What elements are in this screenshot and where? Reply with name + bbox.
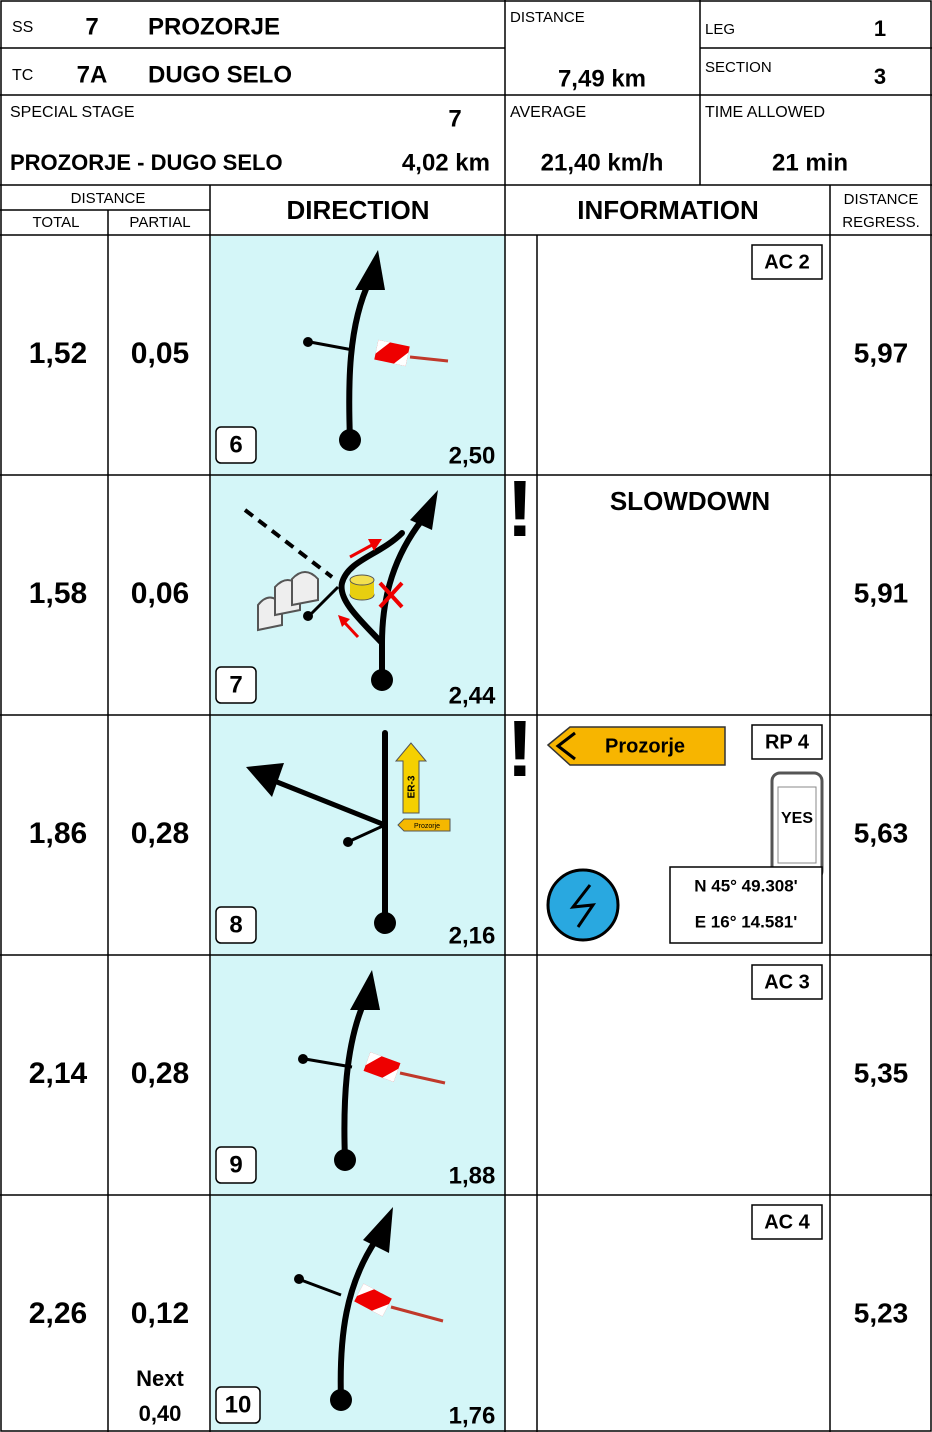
- tulip-diagram: [298, 970, 446, 1171]
- direction-column-header: DIRECTION: [287, 195, 430, 225]
- info-box-frame: [751, 964, 823, 1000]
- stage-name: PROZORJE - DUGO SELO: [10, 150, 283, 175]
- info-box: AC 3: [764, 971, 810, 993]
- partial-distance: 0,12: [131, 1297, 189, 1330]
- partial-column-header: PARTIAL: [129, 214, 190, 231]
- regress-distance: 5,35: [854, 1057, 909, 1088]
- partial-distance: 0,05: [131, 337, 189, 370]
- direction-distance: 2,50: [449, 442, 496, 469]
- tulip-diagram: [303, 250, 449, 451]
- regress-column-header: DISTANCE: [844, 191, 919, 208]
- regress-distance: 5,97: [854, 337, 909, 368]
- regress-column-header: REGRESS.: [842, 214, 920, 231]
- next-label: Next: [136, 1366, 184, 1391]
- section-label: SECTION: [705, 59, 772, 76]
- total-distance: 2,26: [29, 1297, 87, 1330]
- tulip-diagram: ER-3 Prozorje !: [246, 704, 824, 944]
- warning-icon: !: [507, 704, 534, 793]
- ss-label: SS: [12, 19, 33, 36]
- partial-distance: 0,28: [131, 817, 189, 850]
- leg: 1: [874, 16, 886, 41]
- tc-number: 7A: [77, 61, 108, 88]
- box-number-frame: [215, 426, 257, 464]
- direction-background: [211, 236, 505, 1432]
- ss-name: PROZORJE: [148, 13, 280, 40]
- box-number-frame: [215, 906, 257, 944]
- average-label: AVERAGE: [510, 104, 586, 121]
- box-number: 8: [229, 911, 242, 938]
- special-stage-number: 7: [448, 105, 461, 132]
- gps-coordinate: N 45° 49.308': [694, 876, 797, 895]
- direction-distance: 1,76: [449, 1402, 496, 1429]
- partial-distance: 0,06: [131, 577, 189, 610]
- total-distance: 1,52: [29, 337, 87, 370]
- box-number-frame: [215, 1146, 257, 1184]
- phone-status: YES: [781, 810, 813, 827]
- total-distance: 1,58: [29, 577, 87, 610]
- distance: 7,49 km: [558, 65, 646, 92]
- direction-distance: 2,16: [449, 922, 496, 949]
- total-distance: 2,14: [29, 1057, 88, 1090]
- total-distance: 1,86: [29, 817, 87, 850]
- info-text: SLOWDOWN: [610, 486, 770, 516]
- box-number: 9: [229, 1151, 242, 1178]
- ss-number: 7: [85, 13, 98, 40]
- box-number: 10: [225, 1391, 252, 1418]
- leg-label: LEG: [705, 21, 735, 38]
- special-stage-label: SPECIAL STAGE: [10, 104, 134, 121]
- regress-distance: 5,63: [854, 817, 909, 848]
- total-column-header: TOTAL: [33, 214, 80, 231]
- info-box-frame: [751, 244, 823, 280]
- direction-distance: 2,44: [449, 682, 496, 709]
- info-box-frame: [751, 1204, 823, 1240]
- gps-coordinate: E 16° 14.581': [695, 912, 798, 931]
- regress-distance: 5,23: [854, 1297, 909, 1328]
- average: 21,40 km/h: [541, 149, 664, 176]
- information-column-header: INFORMATION: [577, 195, 759, 225]
- box-number: 6: [229, 431, 242, 458]
- box-number: 7: [229, 671, 242, 698]
- distance-column-header: DISTANCE: [71, 190, 146, 207]
- info-box-frame: [751, 724, 823, 760]
- info-box: AC 4: [764, 1211, 810, 1233]
- tc-label: TC: [12, 67, 33, 84]
- time-allowed: 21 min: [772, 149, 848, 176]
- time-allowed-label: TIME ALLOWED: [705, 104, 825, 121]
- warning-icon: !: [507, 464, 534, 553]
- info-box: AC 2: [764, 251, 810, 273]
- distance-label: DISTANCE: [510, 9, 585, 26]
- stage-length: 4,02 km: [402, 149, 490, 176]
- tulip-diagram: !: [243, 464, 534, 691]
- box-number-frame: [215, 1386, 261, 1424]
- tc-name: DUGO SELO: [148, 61, 292, 88]
- road-number: ER-3: [407, 775, 418, 798]
- direction-sign: Prozorje: [605, 735, 685, 757]
- direction-distance: 1,88: [449, 1162, 496, 1189]
- box-number-frame: [215, 666, 257, 704]
- sign-label: Prozorje: [414, 823, 440, 830]
- info-box: RP 4: [765, 731, 810, 753]
- next-distance: 0,40: [139, 1401, 182, 1426]
- section: 3: [874, 64, 886, 89]
- partial-distance: 0,28: [131, 1057, 189, 1090]
- regress-distance: 5,91: [854, 577, 909, 608]
- tulip-diagram: [294, 1207, 444, 1411]
